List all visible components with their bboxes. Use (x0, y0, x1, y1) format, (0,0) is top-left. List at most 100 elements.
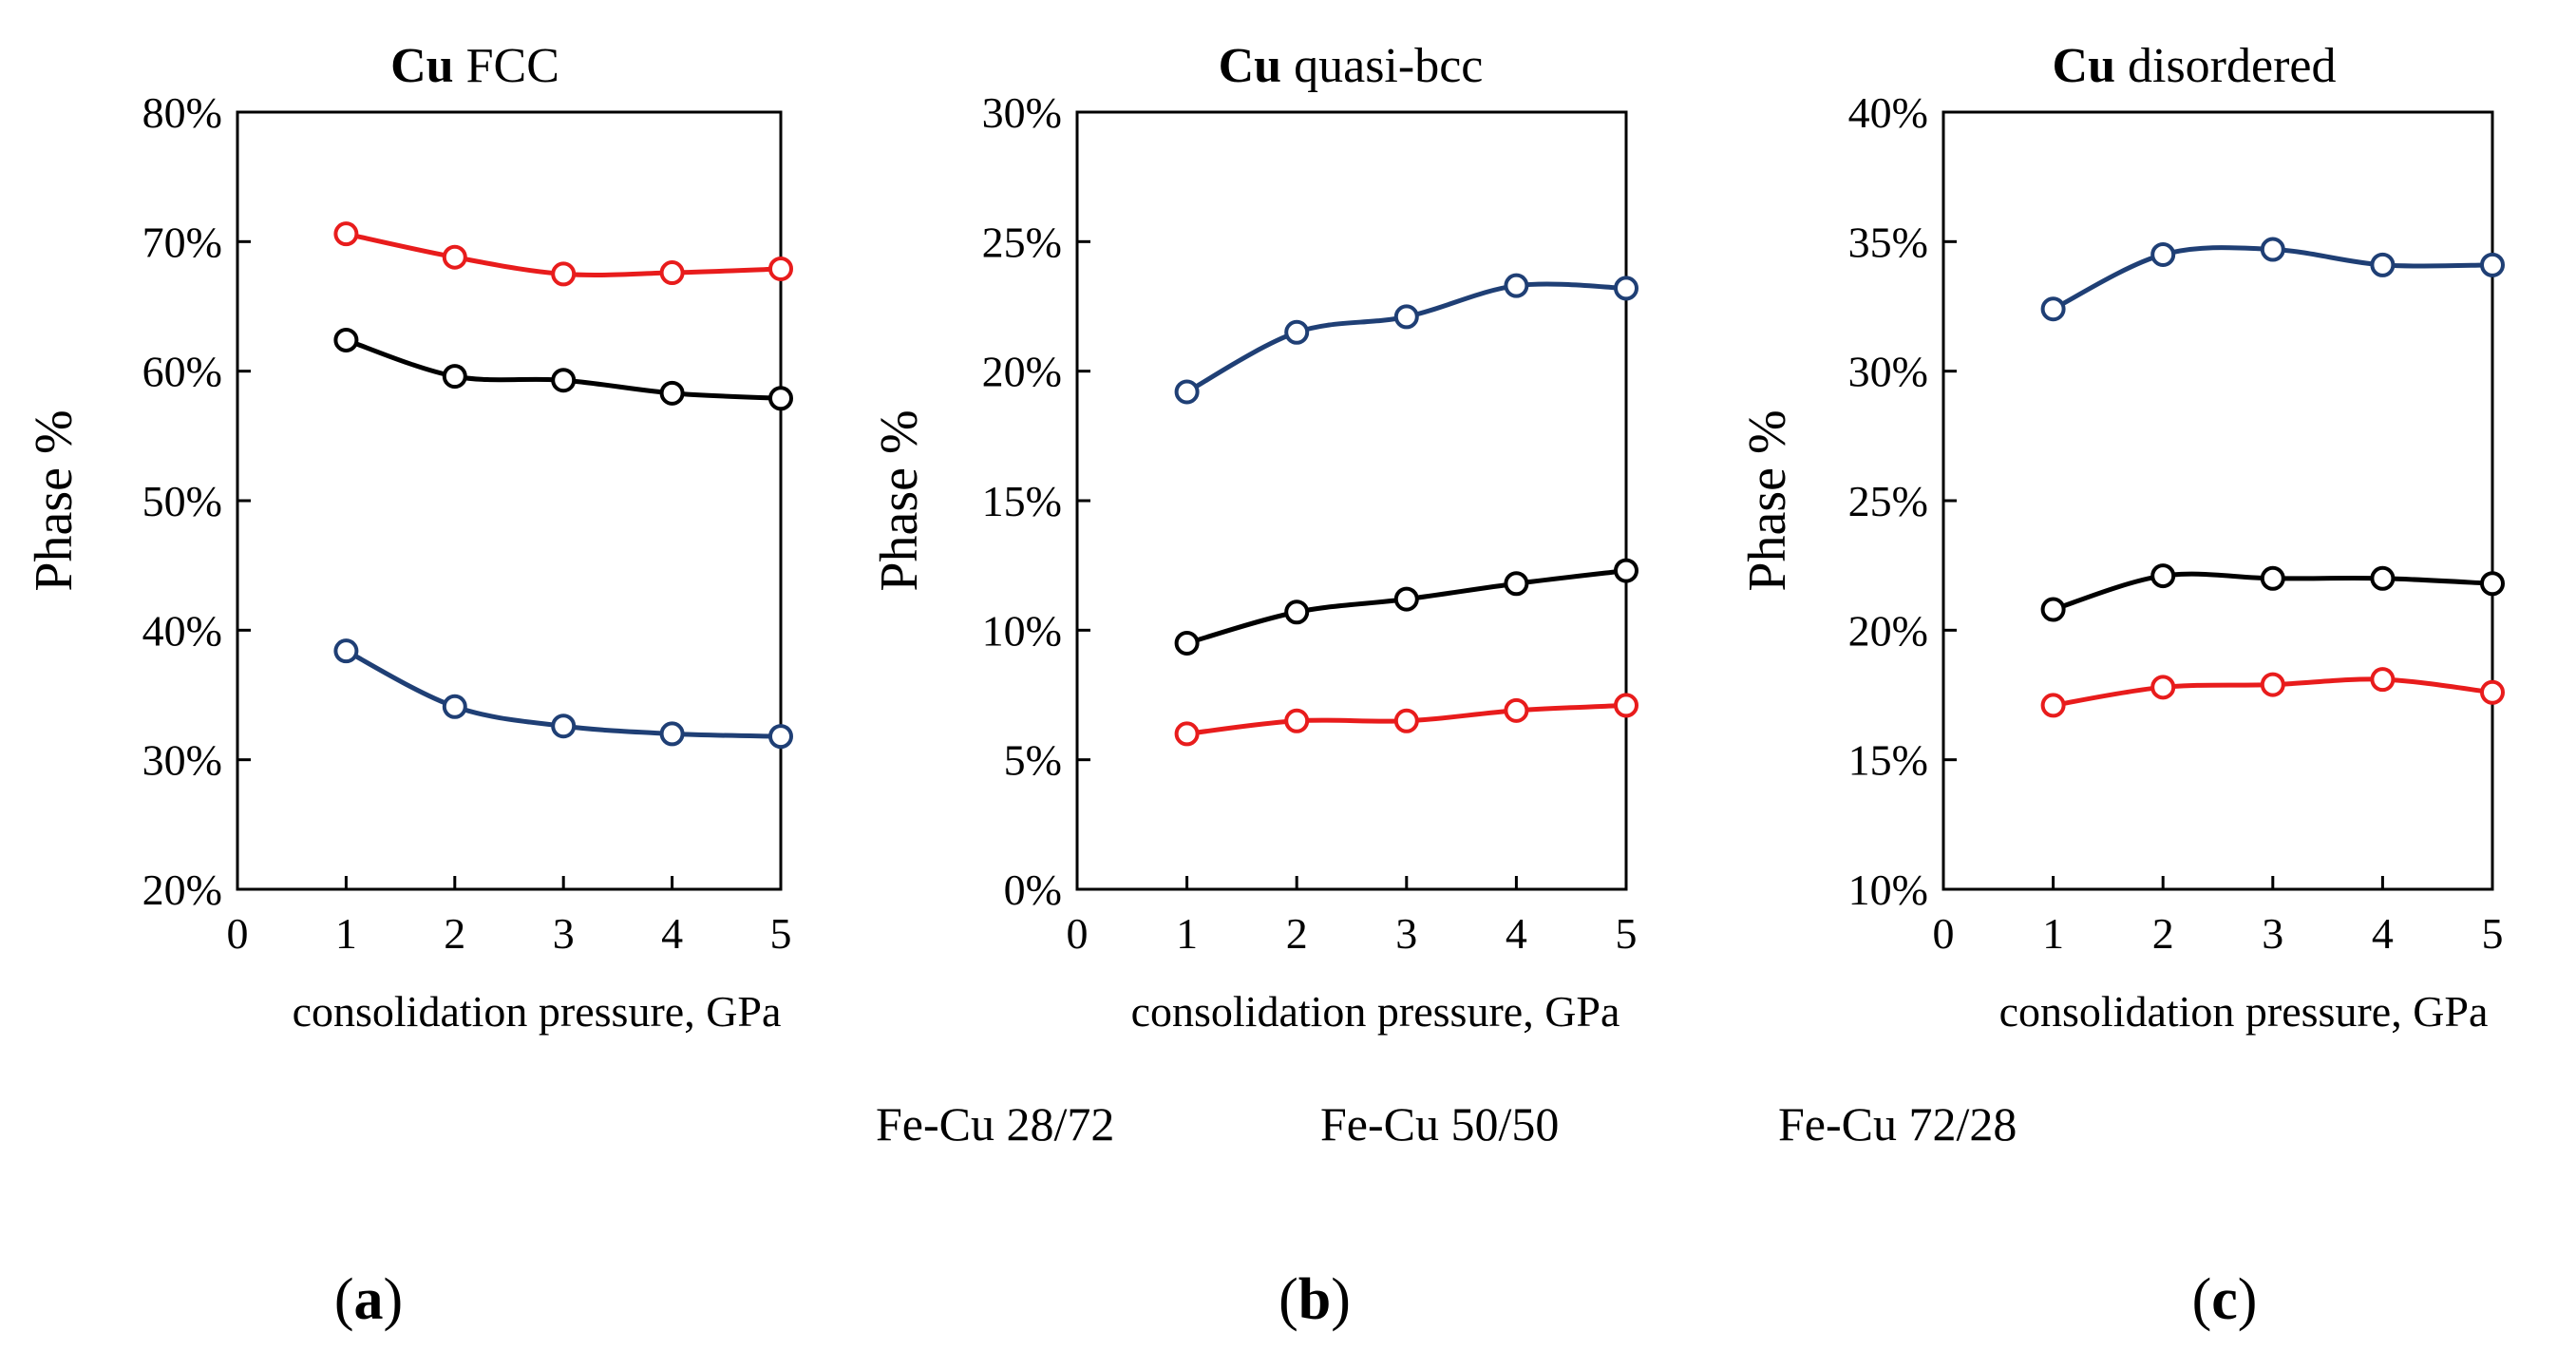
x-tick-label: 2 (1286, 909, 1308, 958)
data-point-fe-cu-28-72 (659, 260, 685, 286)
panel-label-c: (c) (2192, 1267, 2258, 1332)
data-point-fe-cu-28-72 (1504, 697, 1529, 723)
data-point-fe-cu-72-28 (2040, 296, 2066, 322)
y-tick-label: 10% (1848, 866, 1928, 914)
y-tick-label: 20% (142, 866, 222, 914)
y-tick-label: 60% (142, 348, 222, 396)
data-point-fe-cu-28-72 (2260, 672, 2285, 697)
y-tick-label: 20% (1848, 606, 1928, 655)
panel-label-b-letter: b (1298, 1267, 1331, 1332)
data-point-fe-cu-72-28 (1504, 273, 1529, 298)
y-tick-label: 35% (1848, 218, 1928, 266)
chart-panel-b: Cu quasi-bcc 0% 5% 10% 15% 20% 25% 30% 0 1 2 3 4 5 con… (870, 39, 1638, 1036)
x-tick-label: 5 (1616, 909, 1638, 958)
data-point-fe-cu-50-50 (768, 386, 793, 411)
data-point-fe-cu-28-72 (1284, 708, 1310, 733)
data-point-fe-cu-72-28 (1614, 276, 1638, 301)
data-point-fe-cu-50-50 (2260, 565, 2285, 591)
panel-label-c-open: ( (2192, 1267, 2212, 1332)
x-tick-label: 0 (227, 909, 249, 958)
panel-label-a-close: ) (384, 1267, 404, 1332)
data-point-fe-cu-72-28 (1284, 319, 1310, 345)
data-point-fe-cu-28-72 (1174, 721, 1200, 747)
x-tick-label: 3 (2262, 909, 2283, 958)
y-tick-label: 50% (142, 477, 222, 525)
data-point-fe-cu-28-72 (768, 256, 793, 281)
plot-frame (236, 110, 783, 891)
x-tick-label: 3 (1395, 909, 1417, 958)
chart-title-bold: Cu (2053, 39, 2115, 93)
data-point-fe-cu-50-50 (551, 368, 577, 393)
x-tick-label: 2 (2152, 909, 2174, 958)
y-axis-label: Phase % (1738, 409, 1797, 591)
legend-label-fe-cu-28-72: Fe-Cu 28/72 (876, 1097, 1114, 1151)
data-point-fe-cu-50-50 (2480, 571, 2505, 597)
y-tick-label: 20% (982, 348, 1062, 396)
y-tick-label: 80% (142, 88, 222, 137)
panel-label-b: (b) (1279, 1267, 1351, 1332)
data-point-fe-cu-50-50 (1174, 630, 1200, 656)
x-tick-label: 4 (661, 909, 683, 958)
data-point-fe-cu-72-28 (333, 638, 359, 664)
chart-title: Cu FCC (390, 39, 559, 93)
x-tick-label: 2 (444, 909, 465, 958)
data-point-fe-cu-50-50 (2040, 597, 2066, 622)
y-tick-label: 0% (1004, 866, 1062, 914)
plot-frame (1941, 110, 2494, 891)
data-point-fe-cu-72-28 (2480, 252, 2505, 277)
x-axis-label: consolidation pressure, GPa (1999, 987, 2489, 1036)
y-tick-label: 40% (1848, 88, 1928, 137)
chart-title-rest: disordered (2115, 39, 2336, 93)
legend: Fe-Cu 28/72 Fe-Cu 50/50 Fe-Cu 72/28 (876, 1097, 2017, 1151)
x-tick-label: 4 (1506, 909, 1527, 958)
panel-label-a-letter: a (354, 1267, 384, 1332)
chart-title-bold: Cu (1219, 39, 1281, 93)
data-point-fe-cu-28-72 (2370, 667, 2396, 693)
data-point-fe-cu-72-28 (551, 714, 577, 739)
data-point-fe-cu-72-28 (2260, 237, 2285, 262)
chart-panel-c: Cu disordered 10% 15% 20% 25% 30% 35% 40% 0 1 2 3 4 5… (1738, 39, 2505, 1036)
legend-label-fe-cu-72-28: Fe-Cu 72/28 (1778, 1097, 2017, 1151)
data-point-fe-cu-50-50 (442, 364, 467, 390)
panel-label-a-open: ( (334, 1267, 354, 1332)
y-tick-label: 25% (1848, 477, 1928, 525)
y-tick-label: 15% (982, 477, 1062, 525)
x-tick-label: 4 (2372, 909, 2394, 958)
data-point-fe-cu-28-72 (1614, 693, 1638, 718)
y-tick-label: 30% (982, 88, 1062, 137)
x-tick-label: 0 (1067, 909, 1089, 958)
panel-label-b-open: ( (1279, 1267, 1298, 1332)
data-point-fe-cu-28-72 (551, 261, 577, 287)
panel-label-a: (a) (334, 1267, 403, 1332)
chart-title: Cu disordered (2053, 39, 2337, 93)
data-point-fe-cu-28-72 (2040, 693, 2066, 718)
data-point-fe-cu-72-28 (442, 694, 467, 719)
chart-title: Cu quasi-bcc (1219, 39, 1484, 93)
x-axis-label: consolidation pressure, GPa (293, 987, 782, 1036)
x-axis-label: consolidation pressure, GPa (1131, 987, 1620, 1036)
plot-frame (1075, 110, 1628, 891)
x-tick-label: 5 (2482, 909, 2504, 958)
panel-label-c-close: ) (2238, 1267, 2258, 1332)
data-point-fe-cu-50-50 (333, 327, 359, 352)
y-tick-label: 70% (142, 218, 222, 266)
data-point-fe-cu-72-28 (1393, 304, 1419, 330)
data-point-fe-cu-72-28 (659, 721, 685, 747)
y-tick-label: 30% (1848, 348, 1928, 396)
data-point-fe-cu-72-28 (2150, 241, 2176, 267)
y-tick-label: 15% (1848, 736, 1928, 785)
x-tick-label: 1 (335, 909, 357, 958)
panel-label-b-close: ) (1331, 1267, 1351, 1332)
data-point-fe-cu-28-72 (333, 221, 359, 247)
y-axis-label: Phase % (25, 409, 84, 591)
x-tick-label: 5 (770, 909, 792, 958)
data-point-fe-cu-50-50 (1284, 599, 1310, 625)
data-point-fe-cu-50-50 (1614, 558, 1638, 583)
data-point-fe-cu-28-72 (2480, 679, 2505, 705)
chart-title-bold: Cu (390, 39, 453, 93)
panel-label-c-letter: c (2211, 1267, 2238, 1332)
data-point-fe-cu-50-50 (1393, 586, 1419, 612)
y-tick-label: 25% (982, 218, 1062, 266)
x-tick-label: 1 (2042, 909, 2064, 958)
